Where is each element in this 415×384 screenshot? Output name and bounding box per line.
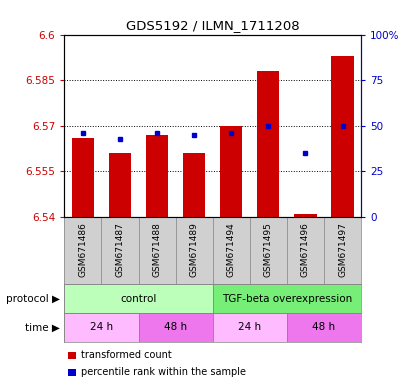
Text: GSM671494: GSM671494 xyxy=(227,222,236,277)
Text: GSM671489: GSM671489 xyxy=(190,222,199,277)
Bar xyxy=(109,153,131,217)
Text: 24 h: 24 h xyxy=(238,322,261,333)
Text: transformed count: transformed count xyxy=(81,350,172,360)
Bar xyxy=(332,56,354,217)
Text: 48 h: 48 h xyxy=(164,322,187,333)
Bar xyxy=(213,284,361,313)
Bar xyxy=(294,214,317,217)
Text: control: control xyxy=(120,293,157,304)
Bar xyxy=(72,138,94,217)
Text: GSM671496: GSM671496 xyxy=(301,222,310,277)
Text: 24 h: 24 h xyxy=(90,322,113,333)
Text: time ▶: time ▶ xyxy=(25,322,60,333)
Bar xyxy=(213,313,287,342)
Bar xyxy=(139,313,213,342)
Bar xyxy=(64,284,213,313)
Text: GSM671488: GSM671488 xyxy=(153,222,161,277)
Bar xyxy=(257,71,279,217)
Text: GSM671486: GSM671486 xyxy=(78,222,88,277)
Title: GDS5192 / ILMN_1711208: GDS5192 / ILMN_1711208 xyxy=(126,19,300,32)
Text: protocol ▶: protocol ▶ xyxy=(6,293,60,304)
Bar xyxy=(64,313,139,342)
Bar xyxy=(183,153,205,217)
Bar xyxy=(287,313,361,342)
Bar xyxy=(146,135,168,217)
Text: 48 h: 48 h xyxy=(312,322,335,333)
Text: percentile rank within the sample: percentile rank within the sample xyxy=(81,367,246,377)
Text: GSM671495: GSM671495 xyxy=(264,222,273,277)
Bar xyxy=(220,126,242,217)
Text: GSM671497: GSM671497 xyxy=(338,222,347,277)
Text: TGF-beta overexpression: TGF-beta overexpression xyxy=(222,293,352,304)
Text: GSM671487: GSM671487 xyxy=(115,222,124,277)
